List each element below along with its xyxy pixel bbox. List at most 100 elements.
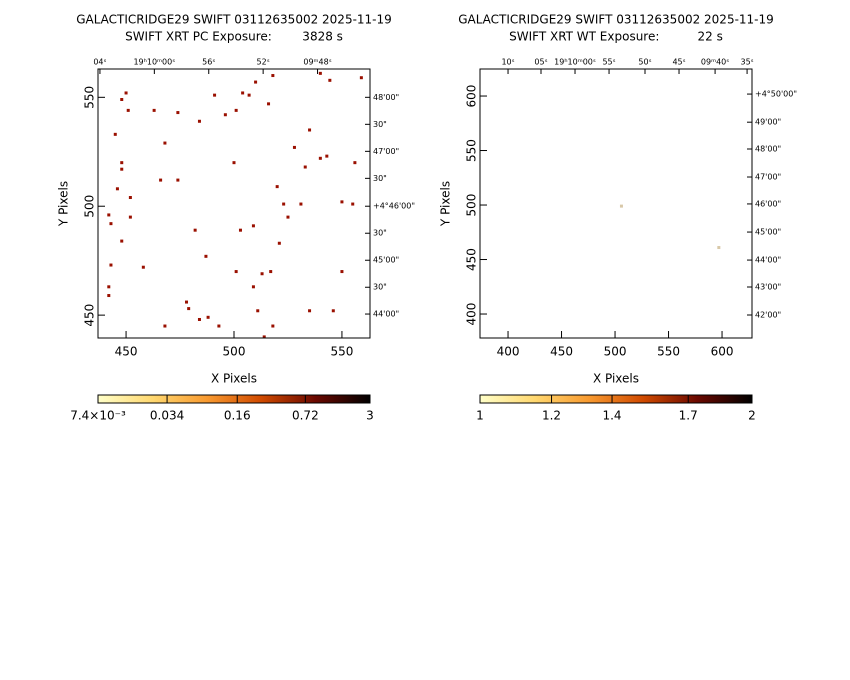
colorbar-tick-label: 7.4×10⁻³ bbox=[70, 409, 126, 423]
source-pixel bbox=[176, 111, 180, 115]
source-pixel bbox=[238, 228, 242, 232]
source-pixel bbox=[193, 228, 197, 232]
source-pixel bbox=[286, 215, 290, 219]
source-pixel bbox=[187, 307, 191, 311]
source-pixel bbox=[234, 108, 238, 112]
x-tick-label: 500 bbox=[223, 345, 246, 359]
colorbar-tick-label: 2 bbox=[748, 409, 756, 423]
chart-title: GALACTICRIDGE29 SWIFT 03112635002 2025-1… bbox=[76, 13, 392, 27]
source-pixel bbox=[308, 128, 312, 132]
dec-tick-label: 45'00" bbox=[755, 228, 781, 237]
source-pixel bbox=[124, 91, 128, 95]
source-pixel bbox=[217, 324, 221, 328]
dec-tick-label: 47'00" bbox=[373, 147, 399, 156]
ra-tick-label: 35ˢ bbox=[740, 58, 753, 67]
chart-subtitle: SWIFT XRT WT Exposure: 22 s bbox=[509, 30, 723, 44]
plot-frame bbox=[479, 68, 753, 339]
source-pixel bbox=[353, 161, 357, 165]
source-pixel bbox=[141, 265, 145, 269]
y-tick-label: 550 bbox=[83, 86, 97, 109]
source-pixel bbox=[120, 161, 124, 165]
source-pixel bbox=[241, 91, 245, 95]
ra-tick-label: 05ˢ bbox=[534, 58, 547, 67]
dec-tick-label: 30" bbox=[373, 174, 387, 183]
colorbar-tick-label: 1 bbox=[476, 409, 484, 423]
dec-tick-label: 46'00" bbox=[755, 199, 781, 208]
ra-tick-label: 10ˢ bbox=[501, 58, 514, 67]
x-tick-label: 550 bbox=[657, 345, 680, 359]
source-pixel bbox=[262, 335, 266, 339]
dec-tick-label: 44'00" bbox=[755, 256, 781, 265]
dec-tick-label: 44'00" bbox=[373, 310, 399, 319]
dec-tick-label: +4°46'00" bbox=[373, 202, 415, 211]
source-pixel bbox=[251, 285, 255, 289]
source-pixel bbox=[176, 178, 180, 182]
ra-tick-label: 04ˢ bbox=[93, 58, 106, 67]
colorbar-tick-label: 0.72 bbox=[292, 409, 319, 423]
y-axis-label: Y Pixels bbox=[439, 181, 453, 227]
source-pixel bbox=[340, 270, 344, 274]
source-pixel bbox=[256, 309, 260, 313]
dec-tick-label: 47'00" bbox=[755, 173, 781, 182]
dec-tick-label: 43'00" bbox=[755, 282, 781, 291]
y-tick-label: 450 bbox=[83, 304, 97, 327]
y-tick-label: 450 bbox=[465, 248, 479, 271]
source-pixel bbox=[308, 309, 312, 313]
source-pixel bbox=[247, 93, 251, 97]
ra-tick-label: 52ˢ bbox=[257, 58, 270, 67]
colorbar-tick-label: 1.4 bbox=[602, 409, 621, 423]
source-pixel bbox=[109, 222, 113, 226]
source-pixel bbox=[120, 239, 124, 243]
source-pixel bbox=[717, 246, 721, 250]
dec-tick-label: 48'00" bbox=[755, 145, 781, 154]
source-pixel bbox=[204, 254, 208, 258]
chart-title: GALACTICRIDGE29 SWIFT 03112635002 2025-1… bbox=[458, 13, 774, 27]
source-pixel bbox=[271, 324, 275, 328]
source-pixel bbox=[128, 196, 132, 200]
y-tick-label: 500 bbox=[465, 194, 479, 217]
source-pixel bbox=[107, 285, 111, 289]
colorbar-tick-label: 0.034 bbox=[150, 409, 184, 423]
y-tick-label: 500 bbox=[83, 195, 97, 218]
source-pixel bbox=[159, 178, 163, 182]
source-pixel bbox=[109, 263, 113, 267]
ra-tick-label: 09ᵐ48ˢ bbox=[303, 58, 331, 67]
source-pixel bbox=[234, 270, 238, 274]
x-tick-label: 400 bbox=[497, 345, 520, 359]
source-pixel bbox=[331, 309, 335, 313]
x-axis-label: X Pixels bbox=[593, 372, 639, 386]
x-tick-label: 550 bbox=[330, 345, 353, 359]
source-pixel bbox=[359, 76, 363, 80]
y-tick-label: 600 bbox=[465, 85, 479, 108]
ra-tick-label: 50ˢ bbox=[638, 58, 651, 67]
source-pixel bbox=[318, 71, 322, 75]
dec-tick-label: 45'00" bbox=[373, 256, 399, 265]
source-pixel bbox=[185, 300, 189, 304]
source-pixel bbox=[206, 315, 210, 319]
x-tick-label: 450 bbox=[115, 345, 138, 359]
source-pixel bbox=[152, 108, 156, 112]
source-pixel bbox=[325, 154, 329, 158]
y-tick-label: 400 bbox=[465, 303, 479, 326]
source-pixel bbox=[113, 132, 117, 136]
source-pixel bbox=[223, 113, 227, 117]
colorbar bbox=[479, 394, 753, 404]
source-pixel bbox=[197, 317, 201, 321]
source-pixel bbox=[163, 141, 167, 145]
ra-tick-label: 45ˢ bbox=[672, 58, 685, 67]
dec-tick-label: 49'00" bbox=[755, 118, 781, 127]
source-pixel bbox=[260, 272, 264, 276]
source-pixel bbox=[232, 161, 236, 165]
x-tick-label: 600 bbox=[711, 345, 734, 359]
colorbar-tick-label: 3 bbox=[366, 409, 374, 423]
dec-tick-label: 30" bbox=[373, 229, 387, 238]
source-pixel bbox=[163, 324, 167, 328]
colorbar-tick-label: 1.7 bbox=[679, 409, 698, 423]
source-pixel bbox=[107, 294, 111, 298]
source-pixel bbox=[299, 202, 303, 206]
ra-tick-label: 55ˢ bbox=[602, 58, 615, 67]
dec-tick-label: 42'00" bbox=[755, 311, 781, 320]
dec-tick-label: +4°50'00" bbox=[755, 90, 797, 99]
y-tick-label: 550 bbox=[465, 139, 479, 162]
